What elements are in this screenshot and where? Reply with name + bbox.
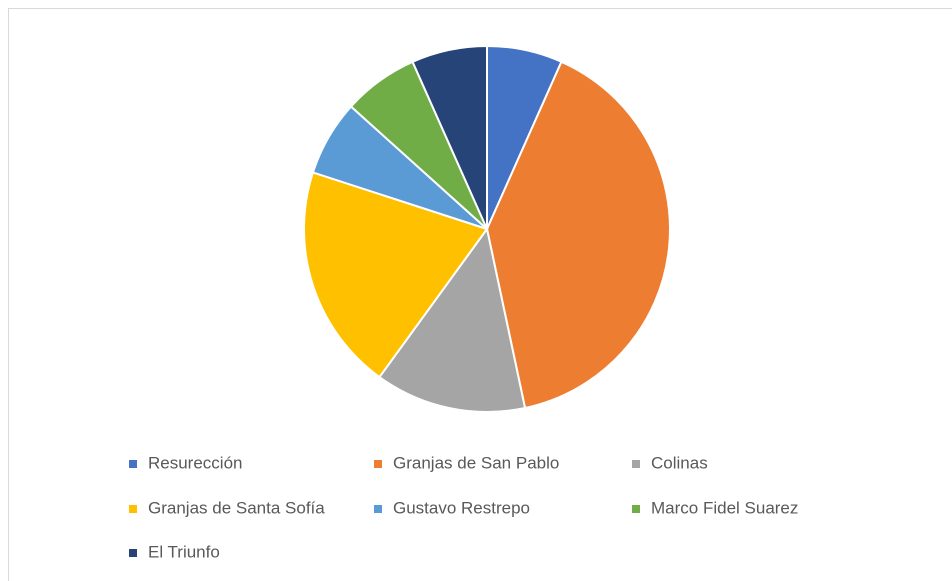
legend-label: Gustavo Restrepo xyxy=(393,498,530,517)
legend-label: Resurección xyxy=(148,453,243,472)
pie-slice xyxy=(411,44,488,230)
pie-slice xyxy=(303,171,489,379)
legend-swatch xyxy=(129,549,137,557)
legend-swatch xyxy=(129,460,137,468)
legend-label: Colinas xyxy=(651,453,708,472)
legend-swatch xyxy=(374,460,382,468)
legend-label: El Triunfo xyxy=(148,542,220,561)
pie-slice xyxy=(378,226,527,413)
pie-slice xyxy=(485,60,671,410)
legend-label: Granjas de San Pablo xyxy=(393,453,559,472)
legend-swatch xyxy=(632,505,640,513)
legend-swatch xyxy=(129,505,137,513)
legend-swatch xyxy=(374,505,382,513)
legend-label: Granjas de Santa Sofía xyxy=(148,498,325,517)
legend-label: Marco Fidel Suarez xyxy=(651,498,798,517)
legend-swatch xyxy=(632,460,640,468)
